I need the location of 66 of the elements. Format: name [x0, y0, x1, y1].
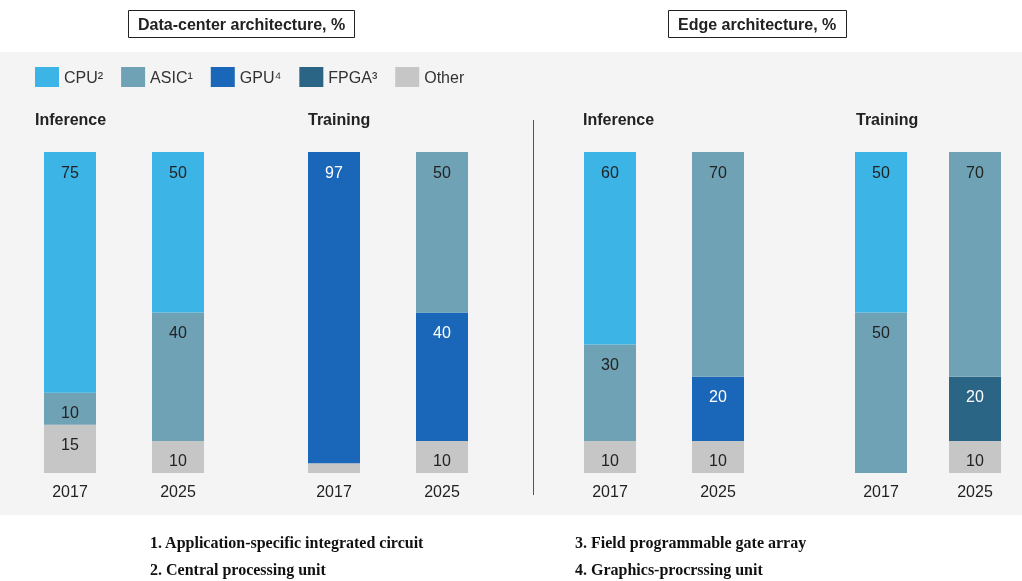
data-label: 50	[169, 163, 187, 181]
bar	[44, 424, 96, 473]
bar	[855, 312, 907, 473]
legend-label: CPU²	[64, 68, 104, 86]
x-tick-label: 2017	[863, 482, 899, 500]
bar	[308, 463, 360, 473]
legend-label: GPU⁴	[239, 68, 282, 86]
chart-subtitle: Inference	[35, 110, 107, 128]
bar	[584, 344, 636, 441]
text: 3. Field programmable gate array	[575, 534, 807, 552]
data-label: 97	[325, 163, 343, 181]
x-tick-label: 2025	[957, 482, 993, 500]
data-label: 40	[433, 324, 451, 341]
bar	[44, 392, 96, 425]
bar	[692, 440, 744, 473]
data-label: 60	[601, 163, 619, 181]
legend-label: FPGA³	[328, 68, 378, 86]
data-label: 50	[433, 163, 451, 181]
x-tick-label: 2017	[592, 482, 628, 500]
data-label: 30	[601, 356, 619, 374]
bar	[584, 152, 636, 345]
bar	[584, 440, 636, 473]
bar	[152, 312, 204, 441]
bar	[44, 152, 96, 393]
chart-title: Data-center architecture, %	[138, 15, 346, 33]
data-label: 10	[966, 452, 984, 470]
bar	[692, 376, 744, 441]
data-label: 20	[709, 388, 727, 406]
legend-label: Other	[424, 68, 465, 86]
bar	[308, 152, 360, 464]
x-tick-label: 2025	[700, 482, 736, 500]
data-label: 10	[709, 452, 727, 470]
text: 1. Application-specific integrated circuit	[150, 534, 424, 552]
data-label: 70	[709, 163, 727, 181]
data-label: 10	[433, 452, 451, 470]
chart-title: Edge architecture, %	[678, 15, 837, 33]
data-label: 50	[872, 163, 890, 181]
data-label: 70	[966, 163, 984, 181]
bar	[152, 440, 204, 473]
bar	[855, 152, 907, 313]
chart-subtitle: Training	[308, 110, 371, 128]
bar	[949, 440, 1001, 473]
chart-subtitle: Inference	[583, 110, 655, 128]
bar	[692, 152, 744, 377]
x-tick-label: 2025	[424, 482, 460, 500]
bar	[949, 376, 1001, 441]
data-label: 10	[61, 404, 79, 422]
bar	[416, 312, 468, 441]
bar	[416, 152, 468, 313]
data-label: 15	[61, 436, 79, 454]
x-tick-label: 2017	[316, 482, 352, 500]
text: 2. Central processing unit	[150, 561, 326, 579]
data-label: 10	[169, 452, 187, 470]
x-tick-label: 2017	[52, 482, 88, 500]
legend-label: ASIC¹	[150, 68, 193, 86]
data-label: 40	[169, 324, 187, 341]
bar	[949, 152, 1001, 377]
bar	[152, 152, 204, 313]
bar	[416, 440, 468, 473]
data-label: 50	[872, 324, 890, 341]
text: 4. Graphics-procrssing unit	[575, 561, 763, 579]
x-tick-label: 2025	[160, 482, 196, 500]
data-label: 10	[601, 452, 619, 470]
data-label: 20	[966, 388, 984, 406]
data-label: 75	[61, 163, 79, 181]
chart-subtitle: Training	[856, 110, 919, 128]
